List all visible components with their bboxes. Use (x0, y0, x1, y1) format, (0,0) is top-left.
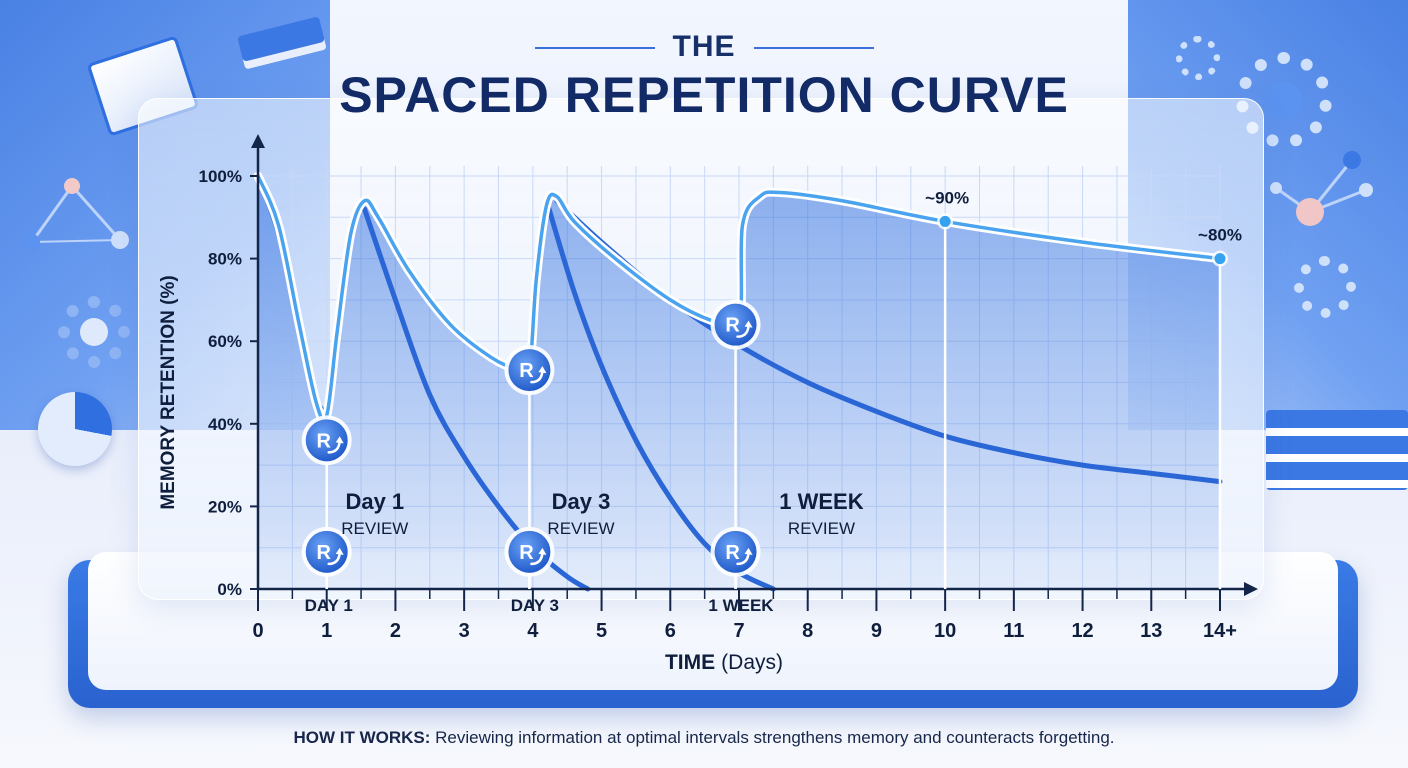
review-axis-label: DAY 3 (511, 596, 559, 615)
book-stack-icon (1266, 410, 1408, 490)
footer-note: HOW IT WORKS: Reviewing information at o… (0, 728, 1408, 748)
review-icon-letter: R (519, 542, 534, 564)
review-icon-arrowhead (335, 547, 344, 555)
review-label-title: Day 3 (552, 489, 611, 514)
y-tick-label: 20% (208, 497, 242, 516)
review-icon-letter: R (519, 360, 534, 382)
title-prefix: THE (0, 30, 1408, 64)
review-icon-letter: R (316, 430, 331, 452)
x-axis-label-rest: (Days) (721, 651, 783, 674)
x-tick-label: 0 (252, 620, 263, 642)
review-icon-arrowhead (744, 547, 753, 555)
x-tick-label: 4 (527, 620, 539, 642)
title-prefix-text: THE (672, 30, 736, 63)
review-icon: R (710, 299, 761, 350)
x-tick-label: 10 (934, 620, 956, 642)
y-tick-label: 40% (208, 415, 242, 434)
decay-curve (362, 206, 591, 592)
molecule-icon (1270, 151, 1373, 226)
y-tick-label: 100% (199, 167, 242, 186)
review-markers: R R R R R R (301, 299, 761, 577)
x-tick-label: 9 (871, 620, 882, 642)
review-axis-label: 1 WEEK (708, 596, 774, 615)
review-icon-disc (305, 419, 348, 462)
review-labels: Day 1 REVIEW Day 3 REVIEW 1 WEEK REVIEW (341, 489, 863, 538)
page-title: SPACED REPETITION CURVE (339, 67, 1069, 123)
review-icon: R (504, 526, 555, 577)
review-label-subtitle: REVIEW (341, 519, 408, 538)
review-icon-arrow (736, 324, 750, 338)
review-icon-arrowhead (744, 320, 753, 328)
x-tick-label: 3 (459, 620, 470, 642)
molecule-icon (24, 178, 129, 250)
review-icon-arrow (530, 369, 544, 384)
review-axis-label: DAY 1 (305, 596, 353, 615)
annotations: ~90% ~80% (925, 188, 1242, 267)
review-icon-arrow (736, 551, 750, 566)
x-tick-label: 1 (321, 620, 332, 642)
x-tick-label: 6 (665, 620, 676, 642)
x-tick-label: 12 (1071, 620, 1093, 642)
review-icon: R (504, 345, 555, 396)
review-icon-arrowhead (538, 366, 547, 374)
gear-core (80, 318, 108, 346)
y-tick-label: 80% (208, 250, 242, 269)
y-axis-arrow (251, 134, 265, 148)
y-axis-label: MEMORY RETENTION (%) (158, 275, 179, 509)
review-icon-letter: R (316, 542, 331, 564)
review-icon-disc (508, 530, 551, 573)
review-icon-arrow (327, 440, 341, 454)
main-retention-curve (256, 174, 1222, 423)
y-tick-label: 60% (208, 332, 242, 351)
x-axis-label-bold: TIME (665, 651, 715, 674)
pie-chart-icon (38, 392, 112, 466)
review-label-title: 1 WEEK (779, 489, 863, 514)
review-label-subtitle: REVIEW (788, 519, 855, 538)
review-icon-arrow (530, 551, 544, 566)
highlight-point (939, 215, 951, 227)
review-icon-arrowhead (538, 547, 547, 555)
tick-labels: 0 1 2 3 4 5 6 7 8 9 10 11 12 13 14+0%20%40%60%80%100%D… (199, 167, 1237, 642)
axes (251, 134, 1258, 596)
review-icon: R (301, 415, 352, 466)
review-icon-disc (508, 349, 551, 392)
x-tick-label: 14+ (1203, 620, 1237, 642)
x-axis-label: TIME (Days) (665, 651, 783, 674)
x-tick-label: 8 (802, 620, 813, 642)
gear-icon (1294, 256, 1356, 318)
review-label-subtitle: REVIEW (547, 519, 614, 538)
annotation-label: ~90% (925, 188, 969, 207)
footer-text: Reviewing information at optimal interva… (435, 728, 1115, 747)
review-icon-arrow (327, 551, 341, 566)
x-axis-arrow (1244, 582, 1258, 596)
review-icon-disc (714, 530, 757, 573)
review-icon-letter: R (725, 542, 740, 564)
title-rule-right (753, 47, 874, 50)
x-tick-label: 5 (596, 620, 607, 642)
gear-core (1266, 82, 1302, 118)
x-tick-label: 11 (1003, 620, 1024, 642)
gear-icon (1176, 36, 1220, 80)
x-tick-label: 13 (1140, 620, 1162, 642)
title-rule-left (534, 47, 655, 50)
highlight-point (1214, 253, 1226, 265)
annotation-label: ~80% (1198, 226, 1242, 245)
main-curve-area (258, 176, 1220, 589)
review-icon: R (301, 526, 352, 577)
review-icon-disc (714, 303, 757, 346)
review-label-title: Day 1 (345, 489, 404, 514)
review-icon-arrowhead (335, 436, 344, 444)
x-tick-label: 7 (733, 620, 744, 642)
review-icon-letter: R (725, 315, 740, 337)
footer-label: HOW IT WORKS: (293, 728, 431, 747)
x-tick-label: 2 (390, 620, 401, 642)
review-icon-disc (305, 530, 348, 573)
y-tick-label: 0% (217, 580, 242, 599)
review-icon: R (710, 526, 761, 577)
